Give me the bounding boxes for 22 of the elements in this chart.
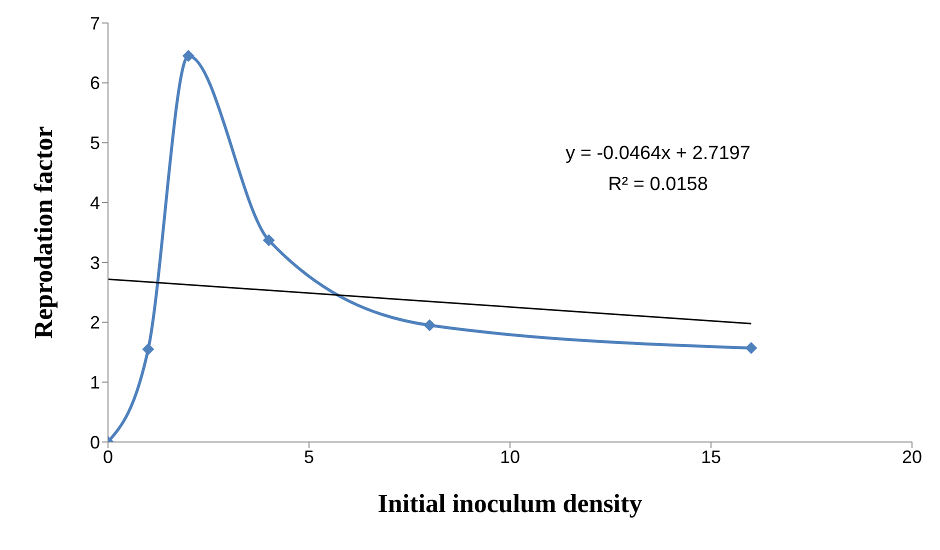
x-axis-title: Initial inoculum density [378, 489, 642, 518]
y-tick-label: 7 [90, 13, 100, 34]
y-axis-title: Reprodation factor [29, 126, 58, 339]
point [182, 50, 194, 62]
x-tick-label: 5 [304, 446, 314, 467]
y-tick-label: 6 [90, 73, 100, 94]
y-tick-label: 0 [90, 432, 100, 452]
y-tick-label: 4 [90, 192, 100, 213]
point [745, 342, 758, 354]
point [262, 234, 275, 246]
x-tick-label: 15 [700, 446, 722, 467]
x-tick-label: 20 [902, 446, 922, 467]
point [142, 343, 154, 356]
y-tick-label: 2 [90, 312, 100, 333]
x-tick-label: 0 [102, 446, 114, 467]
y-tick-label: 1 [90, 372, 100, 393]
annotation: R² = 0.0158 [607, 173, 709, 197]
point [424, 319, 436, 332]
y-tick-label: 3 [90, 252, 100, 273]
annotation: y = -0.0464x + 2.7197 [564, 142, 752, 166]
y-tick-label: 5 [90, 133, 100, 154]
x-tick-label: 10 [500, 446, 520, 467]
